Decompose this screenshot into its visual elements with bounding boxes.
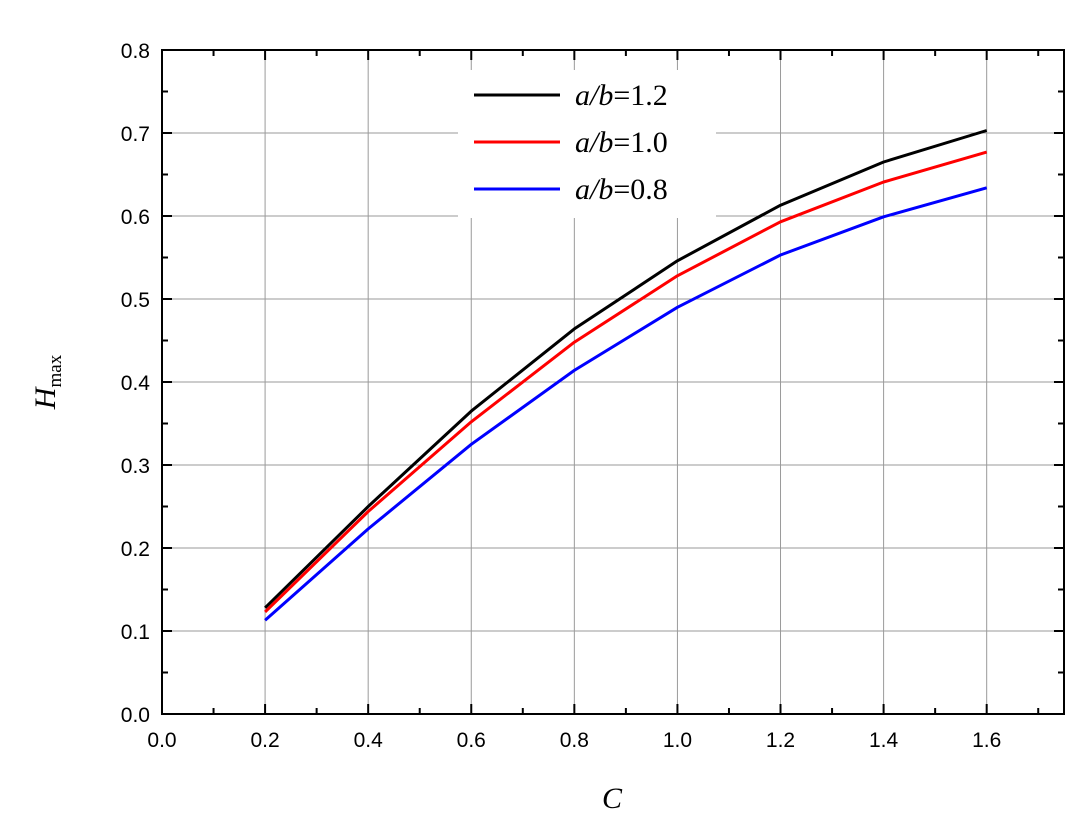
legend-label-2: a/b=0.8 — [575, 173, 668, 206]
y-tick-label: 0.2 — [121, 538, 150, 561]
x-tick-label: 0.4 — [354, 729, 384, 752]
y-tick-label: 0.0 — [121, 704, 150, 727]
legend: a/b=1.2a/b=1.0a/b=0.8 — [458, 70, 716, 218]
series-line-1 — [264, 150, 988, 613]
y-tick-label: 0.5 — [121, 289, 150, 312]
series-line-2 — [264, 186, 988, 622]
y-tick-label: 0.7 — [121, 123, 150, 146]
legend-label-value: =1.2 — [613, 79, 667, 112]
x-tick-label: 1.0 — [663, 729, 692, 752]
x-tick-label: 0.2 — [250, 729, 279, 752]
legend-label-variable: a/b — [575, 79, 613, 112]
series-line-0 — [264, 129, 988, 609]
x-tick-label: 0.6 — [457, 729, 486, 752]
legend-label-value: =0.8 — [613, 173, 667, 206]
y-tick-label: 0.4 — [121, 372, 151, 395]
x-tick-label: 1.6 — [972, 729, 1001, 752]
x-tick-label: 1.2 — [766, 729, 795, 752]
x-tick-label: 0.0 — [147, 729, 176, 752]
x-axis-title: C — [602, 782, 623, 815]
ticks — [161, 49, 1064, 715]
y-tick-label: 0.8 — [121, 40, 150, 63]
legend-label-variable: a/b — [575, 173, 613, 206]
series-layer — [264, 129, 988, 622]
y-tick-label: 0.3 — [121, 455, 150, 478]
y-tick-label: 0.1 — [121, 621, 150, 644]
y-axis-title: Hmax — [29, 354, 66, 410]
y-axis-title-main: H — [29, 385, 62, 410]
y-tick-label: 0.6 — [121, 206, 150, 229]
legend-label-value: =1.0 — [613, 126, 667, 159]
x-tick-label: 1.4 — [869, 729, 899, 752]
tick-labels: 0.0 0.2 0.4 0.6 0.8 1.0 1.2 1.4 1.6 0.0 0.1 0.2 0.3 0… — [121, 40, 1001, 752]
legend-label-0: a/b=1.2 — [575, 79, 668, 112]
x-tick-label: 0.8 — [560, 729, 589, 752]
legend-label-1: a/b=1.0 — [575, 126, 668, 159]
y-axis-title-subscript: max — [45, 354, 66, 387]
legend-label-variable: a/b — [575, 126, 613, 159]
